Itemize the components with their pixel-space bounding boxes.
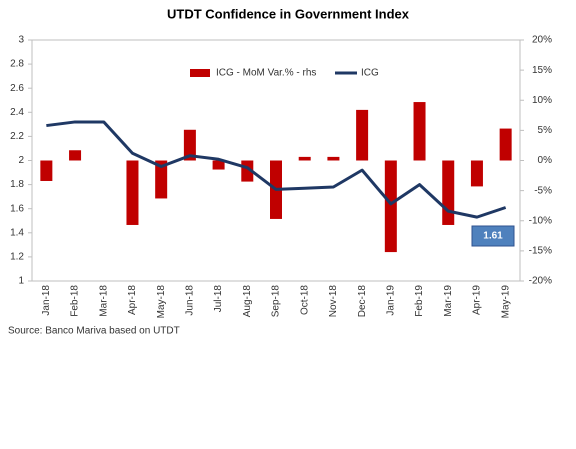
bar [356, 109, 369, 161]
x-tick-label: Jan-18 [41, 285, 52, 316]
x-tick-label: Dec-18 [357, 285, 368, 318]
x-tick-label: Jun-18 [185, 285, 196, 316]
bar [327, 156, 340, 161]
bar [499, 128, 512, 161]
bar [212, 160, 225, 170]
bar [470, 160, 483, 187]
x-tick-label: Oct-18 [299, 285, 310, 315]
legend-swatch [190, 69, 210, 77]
y-tick-label: 3 [18, 35, 24, 46]
x-tick-label: Apr-18 [127, 285, 138, 315]
y-tick-label: 2 [18, 155, 24, 166]
bar [40, 160, 53, 181]
y2-tick-label: 15% [532, 65, 552, 76]
y-tick-label: 1 [18, 276, 24, 287]
x-tick-label: Feb-18 [70, 285, 81, 317]
y-tick-label: 1.6 [10, 203, 24, 214]
bar [155, 160, 168, 199]
y2-tick-label: -10% [529, 215, 552, 226]
x-tick-label: Jan-19 [385, 285, 396, 316]
y-tick-label: 1.8 [10, 179, 24, 190]
y2-tick-label: 0% [538, 155, 553, 166]
x-tick-label: May-18 [156, 285, 167, 319]
callout-label: 1.61 [483, 231, 503, 242]
y-tick-label: 1.4 [10, 227, 24, 238]
y-tick-label: 2.8 [10, 59, 24, 70]
x-tick-label: Feb-19 [414, 285, 425, 317]
chart-title: UTDT Confidence in Government Index [167, 6, 410, 21]
x-tick-label: Aug-18 [242, 285, 253, 318]
bar [126, 160, 139, 225]
y2-tick-label: 20% [532, 35, 552, 46]
bar [183, 129, 196, 161]
callout-box [471, 225, 515, 247]
bar [384, 160, 397, 253]
bar [413, 102, 426, 161]
y2-tick-label: -15% [529, 246, 552, 257]
bar [442, 160, 455, 225]
line [46, 120, 507, 219]
y-tick-label: 2.6 [10, 83, 24, 94]
x-tick-label: Jul-18 [213, 285, 224, 313]
x-tick-label: Sep-18 [271, 285, 282, 318]
source: Source: Banco Mariva based on UTDT [8, 326, 180, 337]
y2-tick-label: -5% [534, 185, 552, 196]
y-tick-label: 2.2 [10, 131, 24, 142]
y-tick-label: 1.2 [10, 252, 24, 263]
x-tick-label: Apr-19 [472, 285, 483, 315]
x-tick-label: Mar-19 [443, 285, 454, 317]
y2-tick-label: -20% [529, 276, 552, 287]
legend-label: ICG - MoM Var.% - rhs [216, 68, 316, 79]
x-tick-label: May-19 [500, 285, 511, 319]
legend-label: ICG [361, 68, 379, 79]
y-tick-label: 2.4 [10, 107, 24, 118]
y2-tick-label: 5% [538, 125, 553, 136]
bar [69, 150, 82, 161]
x-tick-label: Nov-18 [328, 285, 339, 318]
bar [298, 156, 311, 161]
x-tick-label: Mar-18 [98, 285, 109, 317]
y2-tick-label: 10% [532, 95, 552, 106]
